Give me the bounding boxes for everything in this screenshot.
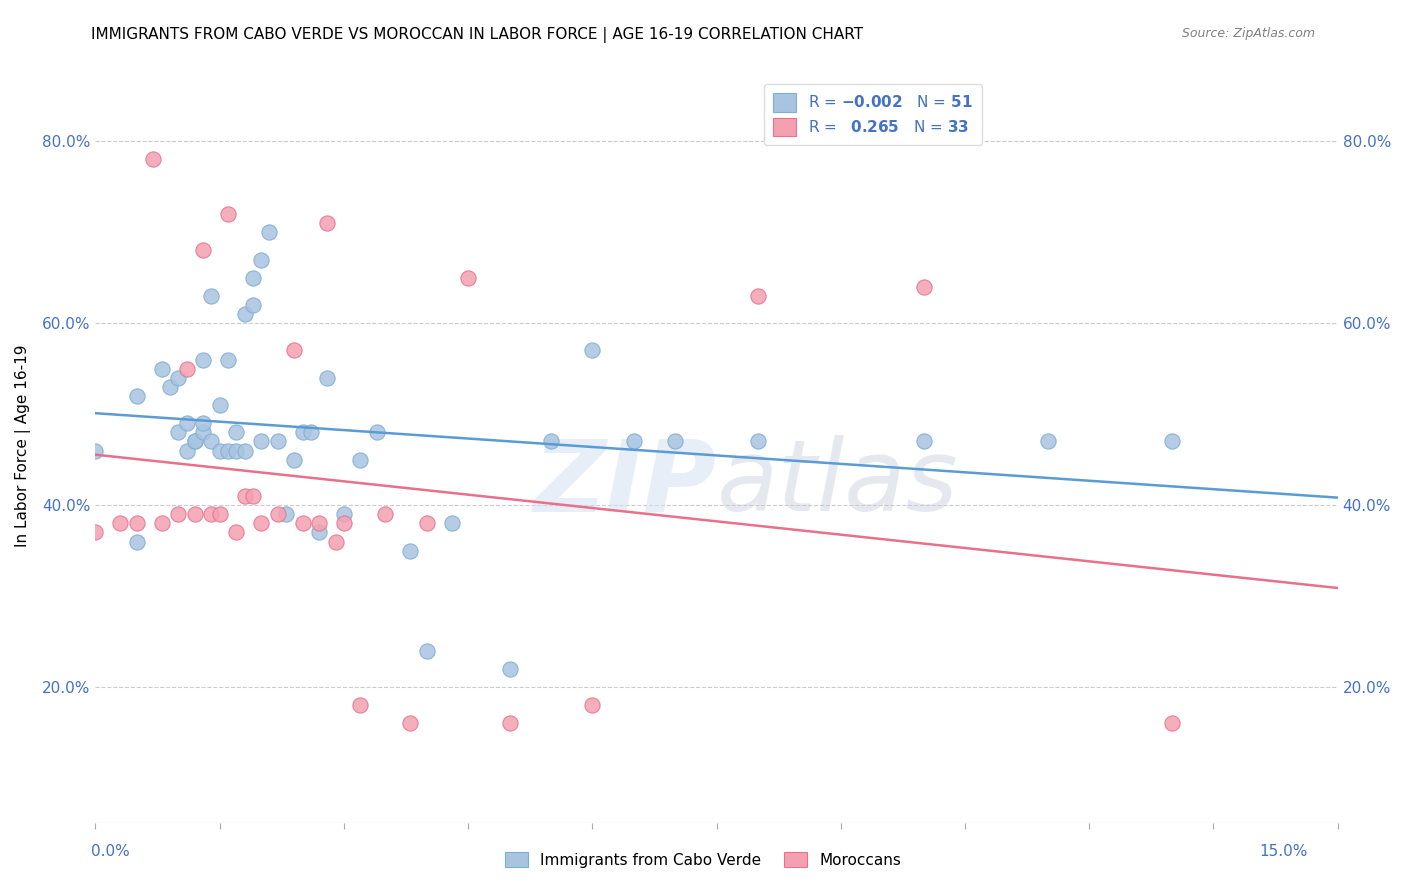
- Point: [349, 452, 371, 467]
- Point: [184, 434, 207, 449]
- Point: [242, 270, 264, 285]
- Point: [498, 662, 520, 676]
- Point: [167, 507, 190, 521]
- Point: [399, 543, 422, 558]
- Point: [299, 425, 322, 440]
- Point: [242, 489, 264, 503]
- Point: [259, 225, 281, 239]
- Text: IMMIGRANTS FROM CABO VERDE VS MOROCCAN IN LABOR FORCE | AGE 16-19 CORRELATION CH: IMMIGRANTS FROM CABO VERDE VS MOROCCAN I…: [91, 27, 863, 43]
- Point: [159, 380, 181, 394]
- Point: [912, 280, 935, 294]
- Point: [125, 534, 148, 549]
- Point: [176, 443, 198, 458]
- Point: [184, 434, 207, 449]
- Point: [316, 216, 339, 230]
- Point: [912, 434, 935, 449]
- Point: [349, 698, 371, 713]
- Point: [208, 398, 231, 412]
- Point: [200, 289, 222, 303]
- Text: ZIP: ZIP: [533, 435, 717, 533]
- Point: [747, 289, 769, 303]
- Point: [283, 452, 305, 467]
- Point: [266, 434, 288, 449]
- Point: [325, 534, 347, 549]
- Point: [266, 507, 288, 521]
- Point: [217, 443, 239, 458]
- Point: [250, 434, 273, 449]
- Point: [191, 425, 214, 440]
- Point: [581, 343, 603, 358]
- Text: Source: ZipAtlas.com: Source: ZipAtlas.com: [1181, 27, 1315, 40]
- Y-axis label: In Labor Force | Age 16-19: In Labor Force | Age 16-19: [15, 344, 31, 548]
- Point: [250, 516, 273, 531]
- Point: [191, 352, 214, 367]
- Point: [291, 516, 314, 531]
- Legend: R = $\mathbf{-0.002}$   N = $\mathbf{51}$, R = $\mathbf{\ \ 0.265}$   N = $\math: R = $\mathbf{-0.002}$ N = $\mathbf{51}$,…: [763, 84, 983, 145]
- Point: [191, 244, 214, 258]
- Point: [125, 389, 148, 403]
- Point: [1161, 716, 1184, 731]
- Point: [110, 516, 132, 531]
- Point: [233, 443, 256, 458]
- Point: [366, 425, 388, 440]
- Point: [233, 489, 256, 503]
- Point: [150, 361, 173, 376]
- Point: [374, 507, 396, 521]
- Point: [225, 443, 247, 458]
- Point: [250, 252, 273, 267]
- Point: [316, 371, 339, 385]
- Point: [242, 298, 264, 312]
- Point: [208, 507, 231, 521]
- Point: [217, 207, 239, 221]
- Point: [225, 425, 247, 440]
- Point: [142, 153, 165, 167]
- Point: [184, 507, 207, 521]
- Text: 15.0%: 15.0%: [1260, 845, 1308, 859]
- Point: [540, 434, 562, 449]
- Point: [84, 525, 107, 540]
- Point: [167, 371, 190, 385]
- Text: 0.0%: 0.0%: [91, 845, 131, 859]
- Point: [415, 516, 437, 531]
- Point: [167, 425, 190, 440]
- Point: [191, 417, 214, 431]
- Point: [457, 270, 479, 285]
- Point: [399, 716, 422, 731]
- Point: [1161, 434, 1184, 449]
- Point: [84, 443, 107, 458]
- Point: [150, 516, 173, 531]
- Legend: Immigrants from Cabo Verde, Moroccans: Immigrants from Cabo Verde, Moroccans: [498, 844, 908, 875]
- Point: [664, 434, 686, 449]
- Point: [440, 516, 463, 531]
- Point: [200, 434, 222, 449]
- Point: [747, 434, 769, 449]
- Point: [283, 343, 305, 358]
- Point: [125, 516, 148, 531]
- Point: [581, 698, 603, 713]
- Point: [1036, 434, 1059, 449]
- Point: [333, 516, 356, 531]
- Point: [623, 434, 645, 449]
- Point: [176, 361, 198, 376]
- Text: atlas: atlas: [717, 435, 957, 533]
- Point: [274, 507, 297, 521]
- Point: [225, 525, 247, 540]
- Point: [176, 417, 198, 431]
- Point: [415, 643, 437, 657]
- Point: [308, 525, 330, 540]
- Point: [291, 425, 314, 440]
- Point: [217, 352, 239, 367]
- Point: [308, 516, 330, 531]
- Point: [200, 507, 222, 521]
- Point: [333, 507, 356, 521]
- Point: [498, 716, 520, 731]
- Point: [233, 307, 256, 321]
- Point: [208, 443, 231, 458]
